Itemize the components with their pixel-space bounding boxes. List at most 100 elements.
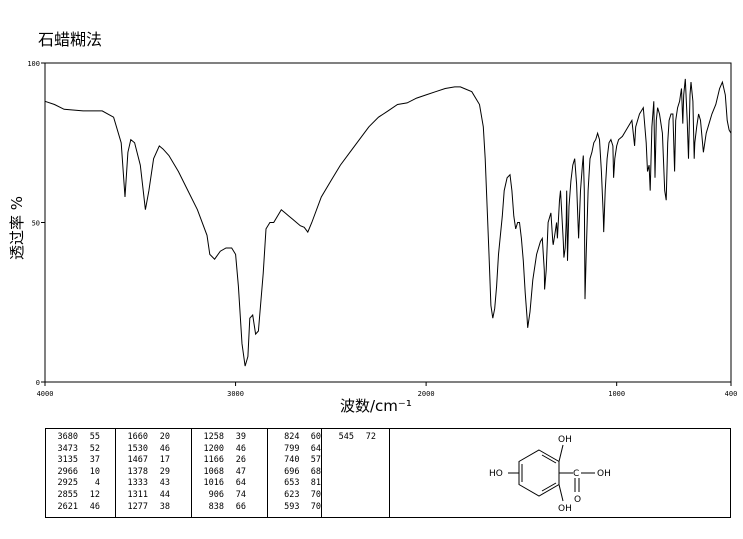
peak-row: 2855 12	[52, 490, 115, 502]
peak-row: 1200 46	[198, 444, 267, 456]
peak-row: 653 81	[274, 478, 321, 490]
peak-wavenumber: 1277	[127, 501, 148, 512]
peak-transmittance: 46	[235, 443, 246, 454]
peak-transmittance: 52	[89, 443, 100, 454]
acid-oh-label: OH	[597, 469, 611, 479]
peak-table: 3680 55 3473 52 3135 37 2966 10 2925 4 2855 12 2621 4…	[45, 428, 731, 518]
peak-wavenumber: 2925	[57, 478, 78, 489]
peak-row: 593 70	[274, 502, 321, 514]
peak-wavenumber: 593	[284, 501, 300, 512]
peak-transmittance: 72	[365, 432, 376, 442]
peak-transmittance: 39	[235, 432, 246, 442]
x-tick-label: 3000	[227, 390, 244, 398]
peak-transmittance: 46	[159, 443, 170, 454]
peak-row: 799 64	[274, 444, 321, 456]
peak-row: 696 68	[274, 467, 321, 479]
y-tick-label: 100	[27, 60, 40, 68]
peak-row: 1258 39	[198, 432, 267, 444]
peak-wavenumber: 2621	[57, 501, 78, 512]
ring-double-bond	[541, 454, 557, 464]
ho-left-label: HO	[489, 469, 503, 479]
ir-spectrum-chart: 4000 3000 2000 1000 400 0 50 100 透过率 % 波数/cm⁻¹	[8, 60, 737, 415]
peak-transmittance: 37	[89, 455, 100, 466]
peak-wavenumber: 545	[338, 432, 354, 442]
peak-wavenumber: 1467	[127, 455, 148, 466]
page-title: 石蜡糊法	[38, 30, 103, 49]
peak-wavenumber: 1660	[127, 432, 148, 442]
peak-transmittance: 55	[89, 432, 100, 442]
peak-row: 2966 10	[52, 467, 115, 479]
peak-wavenumber: 2855	[57, 489, 78, 500]
peak-row: 824 60	[274, 432, 321, 444]
peak-wavenumber: 696	[284, 466, 300, 477]
ring-double-bond	[541, 482, 557, 492]
peak-transmittance: 20	[159, 432, 170, 442]
peak-transmittance: 64	[235, 478, 246, 489]
y-axis-label: 透过率 %	[8, 196, 26, 260]
peak-row: 2925 4	[52, 478, 115, 490]
peak-wavenumber: 3135	[57, 455, 78, 466]
x-tick-label: 1000	[608, 390, 625, 398]
y-tick-label: 0	[36, 379, 40, 387]
peak-transmittance: 44	[159, 489, 170, 500]
spectrum-line	[44, 78, 732, 367]
peak-transmittance: 64	[310, 443, 321, 454]
peak-transmittance: 46	[89, 501, 100, 512]
peak-row: 2621 46	[52, 502, 115, 514]
peak-transmittance: 70	[310, 501, 321, 512]
peak-wavenumber: 3473	[57, 443, 78, 454]
peak-wavenumber: 1068	[203, 466, 224, 477]
oh-top-label: OH	[558, 435, 572, 445]
peak-transmittance: 12	[89, 489, 100, 500]
peak-transmittance: 70	[310, 489, 321, 500]
benzene-ring	[518, 449, 560, 497]
peak-row: 1530 46	[122, 444, 191, 456]
peak-wavenumber: 1200	[203, 443, 224, 454]
peak-transmittance: 81	[310, 478, 321, 489]
carbonyl-o-label: O	[574, 495, 581, 505]
peak-row: 1333 43	[122, 478, 191, 490]
peak-transmittance: 68	[310, 466, 321, 477]
peak-table-column: 3680 55 3473 52 3135 37 2966 10 2925 4 2855 12 2621 4…	[46, 429, 116, 517]
peak-wavenumber: 1530	[127, 443, 148, 454]
peak-row: 1068 47	[198, 467, 267, 479]
peak-transmittance: 29	[159, 466, 170, 477]
x-tick-label: 4000	[37, 390, 54, 398]
oh-bottom-label: OH	[558, 504, 572, 514]
peak-wavenumber: 1378	[127, 466, 148, 477]
peak-transmittance: 47	[235, 466, 246, 477]
peak-wavenumber: 653	[284, 478, 300, 489]
peak-transmittance: 38	[159, 501, 170, 512]
bond-oh-top	[558, 444, 564, 462]
peak-wavenumber: 799	[284, 443, 300, 454]
peak-row: 3680 55	[52, 432, 115, 444]
peak-row: 1467 17	[122, 455, 191, 467]
peak-row: 545 72	[328, 432, 389, 444]
peak-transmittance: 74	[235, 489, 246, 500]
peak-transmittance: 17	[159, 455, 170, 466]
x-tick-label: 2000	[418, 390, 435, 398]
peak-transmittance: 60	[310, 432, 321, 442]
peak-wavenumber: 2966	[57, 466, 78, 477]
peak-table-column: 1660 20 1530 46 1467 17 1378 29 1333 43 1311 44 1277…	[116, 429, 192, 517]
peak-wavenumber: 906	[208, 489, 224, 500]
peak-row: 1016 64	[198, 478, 267, 490]
peak-wavenumber: 838	[208, 501, 224, 512]
peak-transmittance: 66	[235, 501, 246, 512]
peak-wavenumber: 1333	[127, 478, 148, 489]
molecule-structure: OH OH HO C OH O	[489, 435, 611, 514]
peak-wavenumber: 623	[284, 489, 300, 500]
peak-wavenumber: 1311	[127, 489, 148, 500]
peak-wavenumber: 1016	[203, 478, 224, 489]
y-tick-label: 50	[32, 220, 40, 228]
carbon-label: C	[573, 469, 579, 479]
peak-row: 740 57	[274, 455, 321, 467]
peak-table-column: 824 60 799 64 740 57 696 68 653 81 623 70 593 70	[268, 429, 322, 517]
y-axis-title: 透过率 %	[8, 196, 26, 260]
peak-row: 3473 52	[52, 444, 115, 456]
peak-table-column: 545 72	[322, 429, 390, 517]
peak-row: 1277 38	[122, 502, 191, 514]
peak-transmittance: 43	[159, 478, 170, 489]
bond-oh-bottom	[558, 484, 564, 502]
peak-wavenumber: 740	[284, 455, 300, 466]
